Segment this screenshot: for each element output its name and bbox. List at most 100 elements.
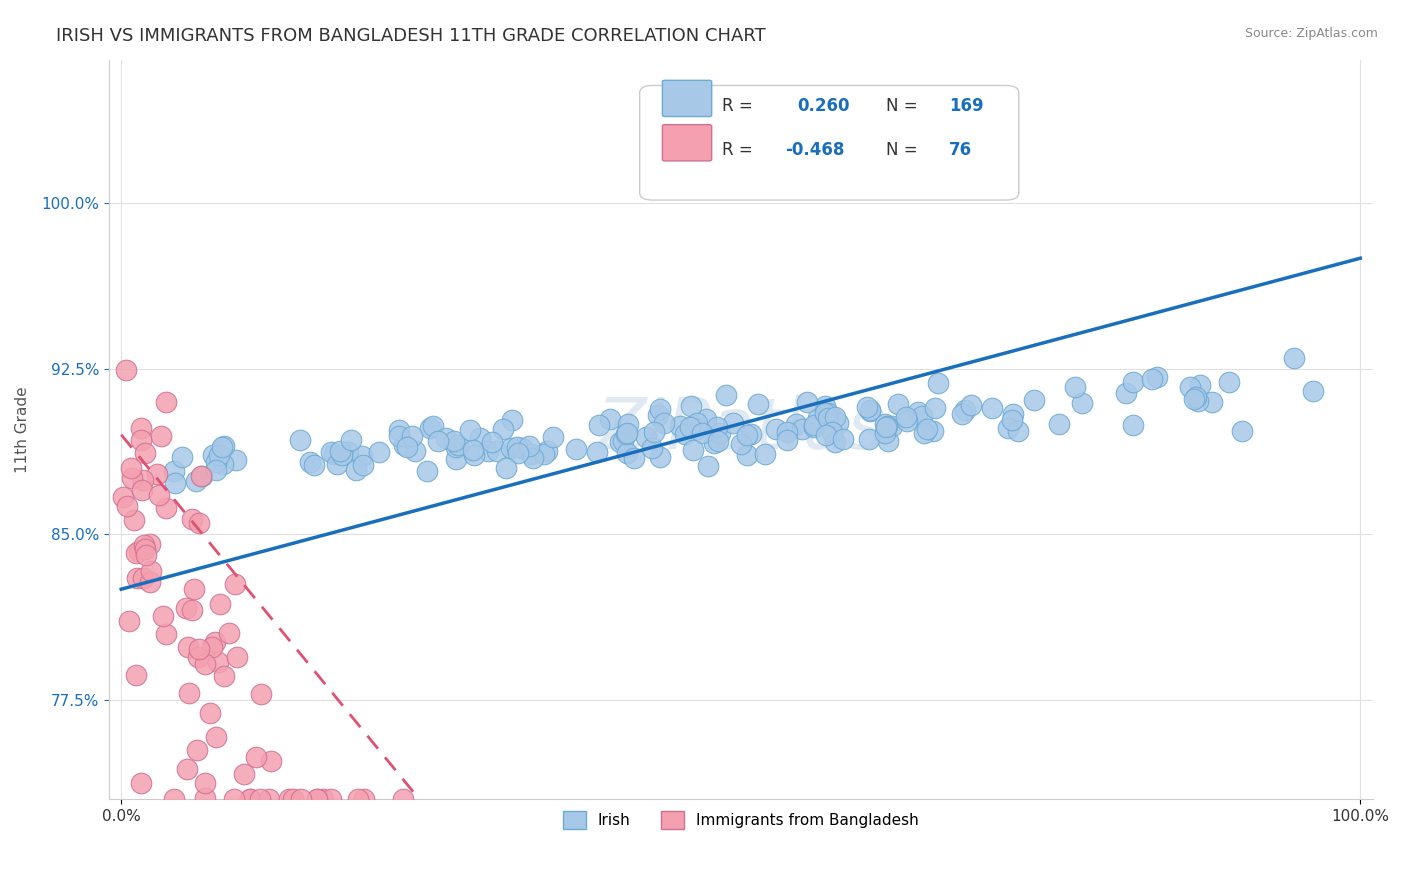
Point (208, 448, 231, 462)
Point (312, 792, 335, 806)
Point (239, 792, 262, 806)
Point (224, 576, 246, 591)
Point (911, 409, 934, 423)
Text: ZIPatlas: ZIPatlas (596, 395, 886, 464)
Point (290, 433, 312, 447)
Point (815, 427, 838, 442)
Point (125, 546, 148, 560)
Point (299, 455, 322, 469)
Point (111, 490, 134, 504)
Point (418, 421, 440, 435)
Point (148, 488, 170, 502)
Point (132, 571, 155, 585)
Point (207, 656, 229, 670)
FancyBboxPatch shape (662, 80, 711, 117)
Point (190, 469, 212, 483)
Point (855, 400, 877, 414)
Point (737, 448, 759, 462)
Point (912, 426, 935, 441)
Point (447, 438, 470, 452)
Point (209, 597, 232, 611)
Point (859, 403, 882, 417)
Point (1047, 417, 1070, 432)
Point (824, 409, 846, 424)
Point (281, 792, 304, 806)
Point (205, 730, 228, 744)
Point (740, 427, 762, 442)
Point (260, 755, 283, 769)
Point (609, 435, 631, 450)
Point (174, 601, 197, 615)
Point (501, 412, 523, 426)
Text: Source: ZipAtlas.com: Source: ZipAtlas.com (1244, 27, 1378, 40)
Point (706, 420, 728, 434)
Point (129, 421, 152, 435)
Point (875, 417, 897, 431)
Point (180, 511, 202, 525)
Point (1146, 369, 1168, 384)
Point (616, 445, 638, 459)
Point (950, 408, 973, 422)
Point (832, 433, 855, 447)
Point (401, 428, 423, 442)
Point (877, 434, 900, 448)
Point (1188, 378, 1211, 392)
Point (796, 394, 818, 409)
Point (599, 411, 621, 425)
Text: 0.260: 0.260 (797, 96, 851, 114)
Point (517, 440, 540, 454)
Point (155, 501, 177, 516)
Point (352, 449, 374, 463)
Point (614, 427, 637, 442)
Point (461, 443, 484, 458)
Point (709, 425, 731, 440)
Point (132, 473, 155, 487)
Point (533, 447, 555, 461)
Point (873, 426, 896, 441)
Point (326, 457, 349, 471)
Point (1007, 424, 1029, 438)
Point (139, 575, 162, 590)
FancyBboxPatch shape (662, 125, 711, 161)
Point (792, 422, 814, 436)
Point (730, 437, 752, 451)
Point (388, 423, 411, 437)
Point (820, 409, 842, 423)
Point (187, 641, 209, 656)
Point (307, 792, 329, 806)
Point (305, 792, 328, 806)
Point (1115, 386, 1137, 401)
Point (1230, 424, 1253, 438)
Point (150, 429, 173, 443)
Point (152, 609, 174, 624)
Legend: Irish, Immigrants from Bangladesh: Irish, Immigrants from Bangladesh (557, 805, 925, 836)
Point (880, 419, 903, 434)
Point (506, 440, 529, 454)
Point (176, 762, 198, 776)
Point (131, 483, 153, 498)
Point (180, 603, 202, 617)
Point (249, 792, 271, 806)
Point (225, 452, 247, 467)
Point (754, 447, 776, 461)
Point (492, 422, 515, 436)
Point (623, 450, 645, 465)
Point (395, 440, 418, 454)
Point (232, 767, 254, 781)
Point (875, 420, 897, 434)
Text: R =: R = (721, 141, 758, 159)
Y-axis label: 11th Grade: 11th Grade (15, 386, 30, 473)
Point (155, 626, 177, 640)
Point (212, 458, 235, 472)
Point (1122, 375, 1144, 389)
Point (134, 541, 156, 556)
Point (1218, 376, 1240, 390)
Point (163, 792, 186, 806)
Point (803, 420, 825, 434)
Point (304, 458, 326, 472)
Point (640, 442, 662, 456)
Point (1182, 392, 1205, 406)
Point (980, 401, 1002, 415)
Point (340, 433, 363, 447)
Point (917, 422, 939, 436)
